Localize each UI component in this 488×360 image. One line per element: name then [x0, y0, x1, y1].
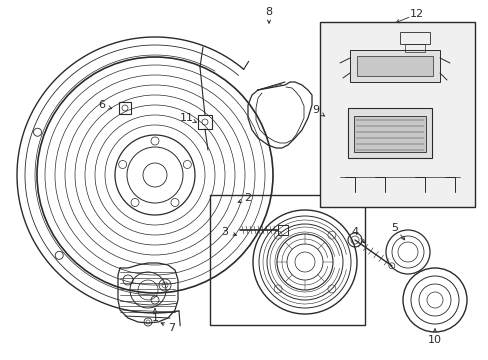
Bar	[278, 225, 287, 235]
Text: 5: 5	[391, 223, 398, 233]
Text: 4: 4	[351, 227, 358, 237]
Text: 11: 11	[180, 113, 194, 123]
Bar	[404, 44, 424, 52]
Text: 2: 2	[244, 193, 251, 203]
Bar	[334, 197, 342, 207]
Text: 12: 12	[409, 9, 423, 19]
Bar	[209, 195, 364, 325]
Bar	[119, 102, 131, 114]
Text: 6: 6	[98, 100, 105, 110]
Bar	[198, 115, 212, 129]
Bar	[399, 32, 429, 44]
Text: 3: 3	[221, 227, 228, 237]
Text: 7: 7	[168, 323, 175, 333]
Bar	[349, 50, 439, 82]
Text: 1: 1	[151, 313, 158, 323]
Bar	[356, 56, 432, 76]
Bar	[353, 116, 425, 152]
Text: 9: 9	[312, 105, 319, 115]
Bar	[319, 22, 474, 207]
Bar	[333, 27, 346, 37]
Text: 8: 8	[265, 7, 272, 17]
Text: 10: 10	[427, 335, 441, 345]
Bar	[347, 108, 431, 158]
